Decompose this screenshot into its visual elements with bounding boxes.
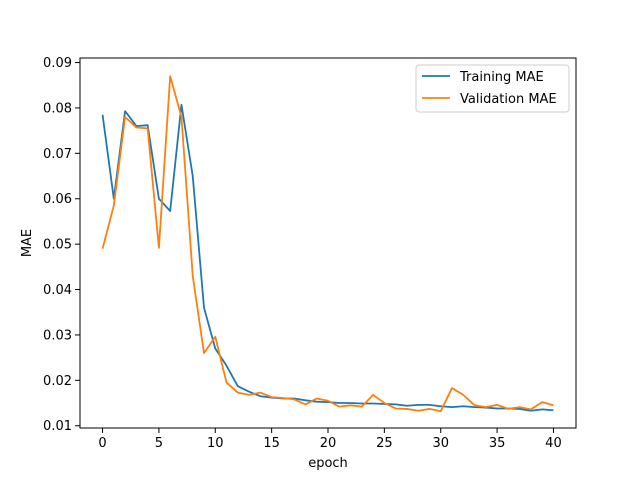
legend-label-validation: Validation MAE	[460, 92, 557, 107]
plot-area: 0 5 10 15 20 25 30 35 40 0.010.020.030.040.050.0…	[43, 56, 577, 451]
x-tick-label: 10	[207, 436, 224, 451]
axes-background	[80, 58, 576, 428]
y-tick-label: 0.09	[43, 56, 72, 71]
legend-box	[415, 64, 570, 113]
y-tick-label: 0.06	[43, 192, 72, 207]
y-tick-label: 0.08	[43, 101, 72, 116]
y-tick-label: 0.01	[43, 419, 72, 434]
y-axis-ticks: 0.01 0.02 0.03 0.04 0.05 0.06 0.07 0.08 0.09	[43, 56, 80, 434]
series-layer	[101, 75, 554, 413]
x-tick-label: 30	[432, 436, 449, 451]
series-line-training-mae	[101, 103, 554, 412]
y-tick-label: 0.05	[43, 238, 72, 253]
y-tick-label: 0.07	[43, 147, 72, 162]
y-tick-label: 0.04	[43, 283, 72, 298]
x-tick-label: 25	[376, 436, 393, 451]
x-axis-label: epoch	[308, 456, 348, 471]
x-tick-label: 35	[489, 436, 506, 451]
x-tick-label: 40	[545, 436, 562, 451]
axes-frame	[79, 57, 577, 429]
x-tick-label: 5	[155, 436, 163, 451]
y-tick-label: 0.02	[43, 374, 72, 389]
y-tick-label: 0.03	[43, 328, 72, 343]
x-tick-label: 20	[320, 436, 337, 451]
legend-label-training: Training MAE	[459, 70, 544, 85]
x-tick-label: 0	[98, 436, 106, 451]
x-axis-ticks: 0 5 10 15 20 25 30 35 40	[98, 428, 562, 451]
series-line-validation-mae	[101, 75, 554, 413]
legend: Training MAE Validation MAE	[415, 64, 570, 113]
x-tick-label: 15	[263, 436, 280, 451]
y-axis-label: MAE	[20, 229, 35, 257]
